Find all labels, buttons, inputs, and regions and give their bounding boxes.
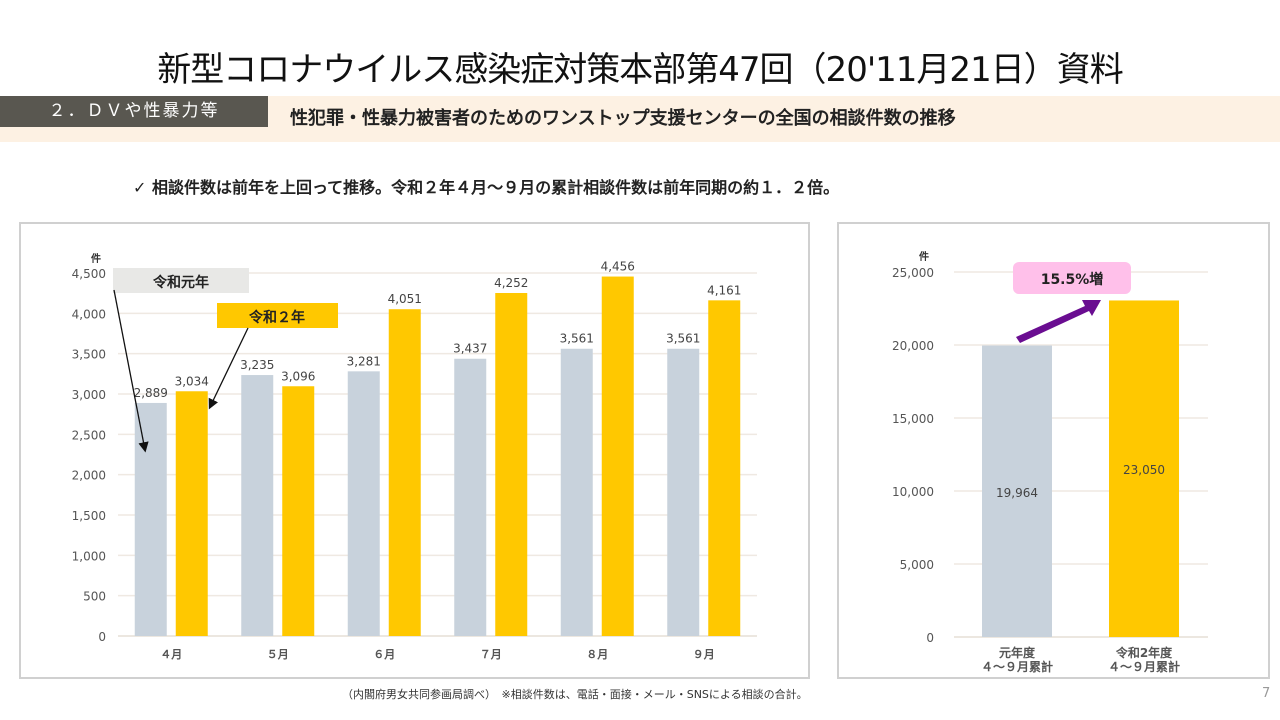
legend-label-this-year: 令和２年 xyxy=(248,309,305,326)
y-tick-label: 3,000 xyxy=(72,388,106,402)
increase-badge-label: 15.5%増 xyxy=(1041,271,1104,288)
y-tick-label: 5,000 xyxy=(900,558,934,572)
bar-prev-year xyxy=(560,348,593,636)
x-tick-label: 令和2年度 xyxy=(1115,645,1173,660)
y-tick-label: 4,500 xyxy=(72,267,106,281)
bar-value-label: 4,161 xyxy=(707,283,741,297)
x-tick-label: ７月 xyxy=(480,648,502,661)
y-tick-label: 1,500 xyxy=(72,509,106,523)
bar-value-label: 3,561 xyxy=(666,332,700,346)
y-tick-label: 1,000 xyxy=(72,549,106,563)
increase-arrow-icon xyxy=(1016,300,1101,343)
y-tick-label: 15,000 xyxy=(892,412,934,426)
page-title: 新型コロナウイルス感染症対策本部第47回（20'11月21日）資料 xyxy=(157,50,1123,90)
y-tick-label: 0 xyxy=(98,630,106,644)
y-axis-unit: 件 xyxy=(91,252,101,265)
monthly-bar-chart: 0 500 1,000 1,500 2,000 2,500 3,000 3,500 4,000 4… xyxy=(72,252,757,661)
y-tick-label: 4,000 xyxy=(72,307,106,321)
bar-value-label: 4,051 xyxy=(388,292,422,306)
y-tick-label: 500 xyxy=(83,590,106,604)
x-tick-label: ５月 xyxy=(267,648,289,661)
section-heading: 性犯罪・性暴力被害者のためのワンストップ支援センターの全国の相談件数の推移 xyxy=(290,108,956,129)
bar-value-label: 3,096 xyxy=(281,369,315,383)
y-tick-label: 3,500 xyxy=(72,348,106,362)
cumulative-chart-panel xyxy=(837,222,1270,679)
bar-value-label: 4,252 xyxy=(494,276,528,290)
bar-prev-year xyxy=(667,348,700,636)
bar-this-year xyxy=(495,293,528,636)
legend-label-prev-year: 令和元年 xyxy=(152,274,209,291)
bar-this-year-total xyxy=(1109,300,1179,637)
summary-text: ✓ 相談件数は前年を上回って推移。令和２年４月～９月の累計相談件数は前年同期の約… xyxy=(133,178,840,197)
bar-this-year xyxy=(601,276,634,636)
callout-arrow-prev-year xyxy=(113,289,149,453)
y-tick-label: 20,000 xyxy=(892,339,934,353)
bar-value-label: 23,050 xyxy=(1123,463,1165,477)
bar-value-label: 2,889 xyxy=(134,386,168,400)
bar-value-label: 4,456 xyxy=(601,260,635,274)
bar-prev-year xyxy=(241,375,274,636)
x-tick-label: ４～９月累計 xyxy=(1108,659,1180,674)
increase-badge xyxy=(1013,262,1131,294)
bar-prev-year xyxy=(347,371,380,636)
bar-prev-year xyxy=(454,358,487,636)
y-tick-label: 2,000 xyxy=(72,469,106,483)
y-tick-label: 2,500 xyxy=(72,428,106,442)
page-number: 7 xyxy=(1262,686,1271,701)
x-tick-label: ９月 xyxy=(693,648,715,661)
y-tick-label: 25,000 xyxy=(892,266,934,280)
bar-this-year xyxy=(708,300,741,636)
bar-this-year xyxy=(175,391,208,636)
bar-value-label: 3,281 xyxy=(347,354,381,368)
legend-box-this-year xyxy=(217,303,338,328)
footnote: （内閣府男女共同参画局調べ） ※相談件数は、電話・面接・メール・SNSによる相談… xyxy=(342,688,808,701)
y-tick-label: 10,000 xyxy=(892,485,934,499)
bar-value-label: 19,964 xyxy=(996,486,1038,500)
bar-value-label: 3,235 xyxy=(240,358,274,372)
bar-value-label: 3,437 xyxy=(453,342,487,356)
cumulative-bar-chart: 0 5,000 10,000 15,000 20,000 25,000 件 19,964 元年度… xyxy=(892,250,1208,674)
bar-this-year xyxy=(388,309,421,636)
x-tick-label: ６月 xyxy=(373,648,395,661)
y-axis-unit: 件 xyxy=(919,250,929,263)
bar-this-year xyxy=(282,386,315,636)
bar-prev-year-total xyxy=(982,345,1052,637)
bar-value-label: 3,034 xyxy=(175,374,209,388)
x-tick-label: ４～９月累計 xyxy=(981,659,1053,674)
x-tick-label: 元年度 xyxy=(999,645,1036,660)
bar-prev-year xyxy=(134,402,167,636)
section-tag: ２．ＤＶや性暴力等 xyxy=(0,96,268,127)
x-tick-label: ８月 xyxy=(586,648,608,661)
callout-arrow-this-year xyxy=(208,327,249,410)
x-tick-label: ４月 xyxy=(160,648,182,661)
legend-box-prev-year xyxy=(113,268,249,293)
y-tick-label: 0 xyxy=(926,631,934,645)
bar-value-label: 3,561 xyxy=(560,332,594,346)
